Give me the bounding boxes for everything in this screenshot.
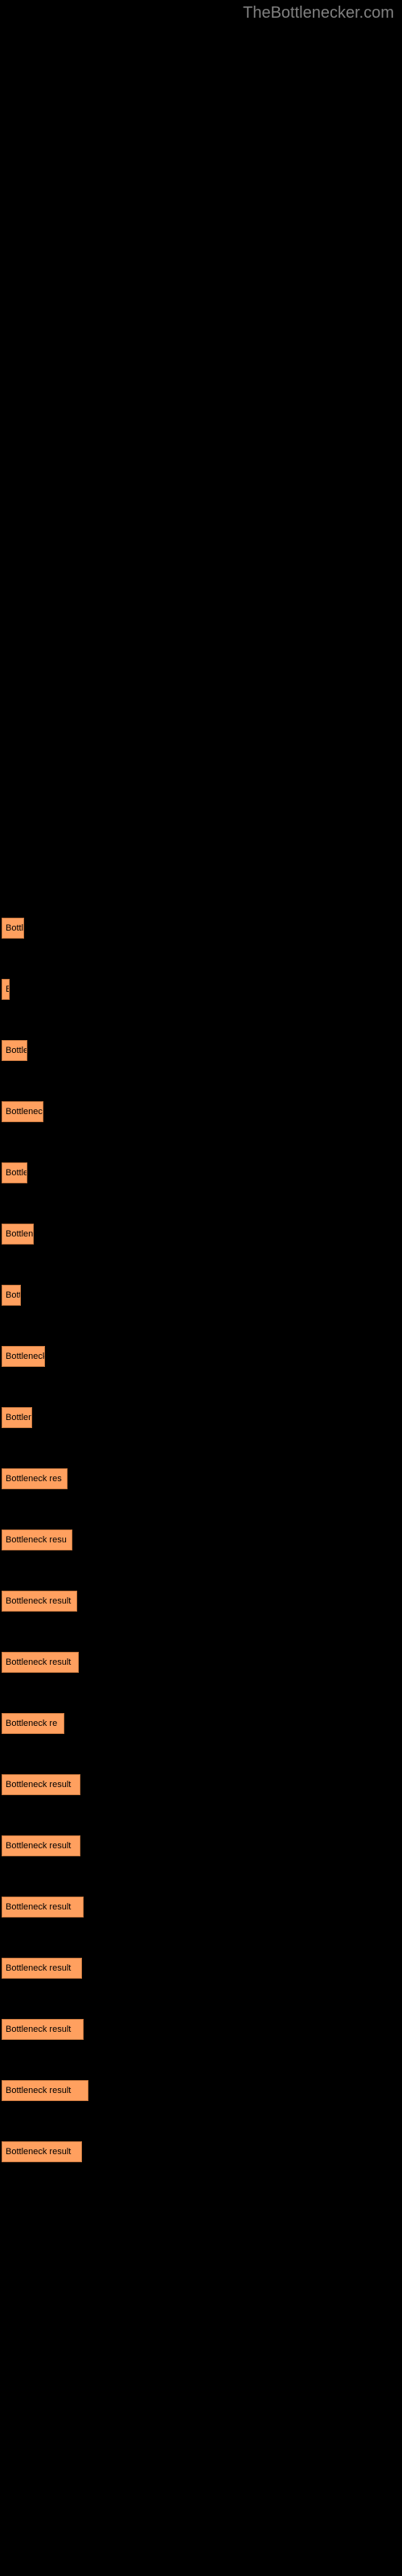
bottleneck-bar: Bottleneck result <box>2 2080 88 2101</box>
bar-row: Bottler <box>2 1040 402 1061</box>
bottleneck-bar: Bottleneck result <box>2 2141 82 2162</box>
bottleneck-bar: Bottleneck result <box>2 2019 84 2040</box>
bar-text: Bottleneck result <box>6 2086 71 2095</box>
bottleneck-bar: Bottleneck result <box>2 1897 84 1918</box>
bar-row: Bottleneck result <box>2 1591 402 1612</box>
bottleneck-bar: Bottler <box>2 1040 27 1061</box>
bar-row: Bottleneck result <box>2 2141 402 2162</box>
bar-row: Bottleneck result <box>2 1958 402 1979</box>
bar-text: Bottleneck result <box>6 2147 71 2157</box>
bar-row: Bottleneck <box>2 1346 402 1367</box>
bottleneck-bar: Bottleneck result <box>2 1835 80 1856</box>
bar-row: Bottler <box>2 1162 402 1183</box>
bar-row: Bottleneck re <box>2 1713 402 1734</box>
bar-row: B <box>2 979 402 1000</box>
bar-row: Bottlen <box>2 1407 402 1428</box>
watermark-text: TheBottlenecker.com <box>243 4 394 23</box>
bar-text: Bottleneck <box>6 1352 45 1361</box>
bottleneck-bar: Bottle <box>2 918 24 939</box>
bar-text: Bottleneck result <box>6 1596 71 1606</box>
bottleneck-bar: Bottleneck res <box>2 1468 68 1489</box>
bar-row: Bottle <box>2 918 402 939</box>
bar-row: Bottleneck res <box>2 1468 402 1489</box>
bottleneck-bar: B <box>2 979 10 1000</box>
bar-row: Bottleneck resu <box>2 1530 402 1550</box>
bar-text: Bottlene <box>6 1229 34 1239</box>
bottleneck-bar: Bottlen <box>2 1407 32 1428</box>
bar-text: Bottleneck resu <box>6 1535 67 1545</box>
bar-row: Bottleneck <box>2 1101 402 1122</box>
bar-row: Bottleneck result <box>2 1835 402 1856</box>
bottleneck-bar: Bottleneck re <box>2 1713 64 1734</box>
bottleneck-bar: Bottleneck resu <box>2 1530 72 1550</box>
bottleneck-bar: Bottleneck <box>2 1101 43 1122</box>
bar-row: Bott <box>2 1285 402 1306</box>
bar-text: Bottleneck result <box>6 1780 71 1790</box>
bar-text: Bottlen <box>6 1413 32 1422</box>
bottleneck-bar: Bottleneck <box>2 1346 45 1367</box>
bar-text: Bottleneck <box>6 1107 43 1117</box>
bottleneck-bar: Bottlene <box>2 1224 34 1245</box>
bar-row: Bottleneck result <box>2 1897 402 1918</box>
bar-text: Bottleneck re <box>6 1719 57 1728</box>
bottleneck-bar: Bottleneck result <box>2 1774 80 1795</box>
bar-text: B <box>6 985 10 994</box>
bar-text: Bottleneck result <box>6 1657 71 1667</box>
bar-text: Bottleneck result <box>6 2025 71 2034</box>
bar-text: Bottleneck result <box>6 1902 71 1912</box>
bar-text: Bott <box>6 1290 21 1300</box>
bar-row: Bottleneck result <box>2 2080 402 2101</box>
bottleneck-bar: Bottleneck result <box>2 1652 79 1673</box>
bar-text: Bottler <box>6 1046 27 1055</box>
bottleneck-bar: Bottleneck result <box>2 1591 77 1612</box>
bar-text: Bottle <box>6 923 24 933</box>
chart-container: Bottle B Bottler Bottleneck Bottler Bottlene B… <box>0 0 402 2162</box>
bottleneck-bar: Bott <box>2 1285 21 1306</box>
bar-text: Bottleneck res <box>6 1474 62 1484</box>
bar-row: Bottleneck result <box>2 1774 402 1795</box>
bottleneck-bar: Bottler <box>2 1162 27 1183</box>
bar-row: Bottleneck result <box>2 1652 402 1673</box>
bar-text: Bottleneck result <box>6 1841 71 1851</box>
bar-text: Bottleneck result <box>6 1963 71 1973</box>
bar-text: Bottler <box>6 1168 27 1178</box>
bar-row: Bottleneck result <box>2 2019 402 2040</box>
bottleneck-bar: Bottleneck result <box>2 1958 82 1979</box>
bar-row: Bottlene <box>2 1224 402 1245</box>
